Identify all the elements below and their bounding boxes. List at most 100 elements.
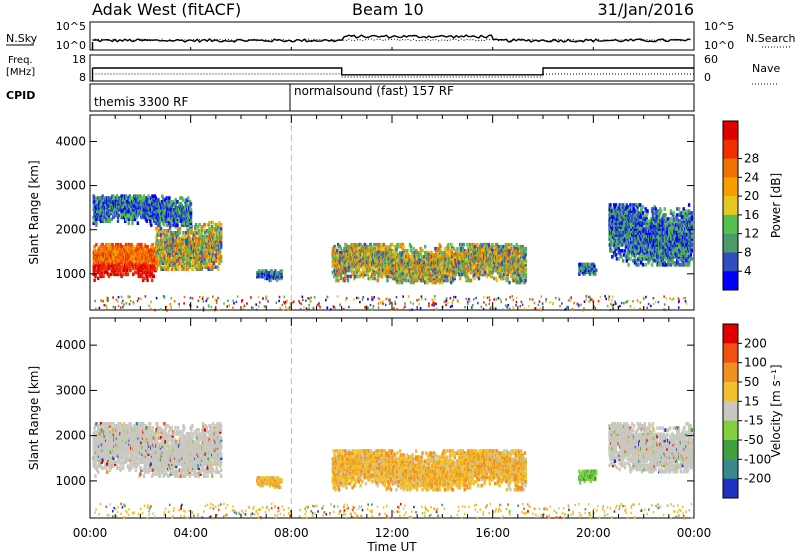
power-echo-cell (112, 194, 115, 198)
power-echo-cell (176, 233, 180, 237)
power-echo-cell (110, 217, 113, 222)
power-echo-cell (194, 222, 198, 227)
power-echo-cell (96, 211, 99, 216)
power-echo-cell (125, 213, 129, 218)
power-echo-cell (124, 211, 128, 216)
power-echo-cell (210, 227, 213, 231)
power-echo-cell (159, 265, 163, 269)
power-echo-cell (208, 267, 211, 271)
power-echo-cell (212, 233, 216, 237)
power-echo-cell (136, 221, 139, 225)
power-echo-cell (122, 205, 125, 210)
power-echo-cell (191, 261, 194, 265)
power-echo-cell (121, 194, 124, 198)
power-echo-cell (211, 237, 215, 241)
power-echo-cell (196, 259, 200, 263)
power-echo-cell (155, 219, 158, 223)
power-echo-cell (166, 229, 169, 233)
power-echo-cell (138, 250, 141, 255)
power-echo-cell (203, 231, 207, 235)
power-echo-cell (185, 241, 188, 245)
power-echo-cell (176, 265, 180, 269)
power-echo-cell (187, 235, 191, 239)
power-echo-cell (166, 239, 169, 243)
power-echo-cell (98, 272, 102, 277)
power-echo-cell (386, 278, 389, 283)
power-echo-cell (194, 261, 198, 265)
power-echo-cell (119, 242, 122, 247)
noise-right-label: N.Search (746, 32, 796, 45)
power-echo-cell (138, 198, 141, 202)
power-echo-cell (119, 272, 122, 277)
power-echo-cell (203, 259, 207, 263)
power-echo-cell (206, 255, 209, 259)
power-echo-cell (112, 250, 115, 255)
power-echo-cell (161, 215, 165, 220)
power-echo-cell (202, 263, 205, 267)
date-title: 31/Jan/2016 (597, 0, 694, 19)
power-echo-cell (189, 231, 192, 235)
power-echo-cell (180, 267, 183, 271)
power-echo-cell (166, 205, 169, 210)
power-echo-cell (151, 198, 155, 202)
power-echo-cell (107, 274, 111, 279)
power-echo-cell (133, 250, 136, 255)
power-echo-cell (150, 248, 153, 253)
power-echo-cell (107, 196, 111, 200)
power-echo-cell (102, 274, 105, 279)
power-echo-cell (155, 265, 158, 269)
power-echo-cell (155, 249, 158, 253)
power-echo-cell (105, 268, 108, 273)
power-echo-cell (151, 194, 155, 198)
power-echo-cell (112, 266, 115, 271)
power-echo-cell (109, 196, 112, 200)
power-echo-cell (120, 211, 123, 216)
power-echo-cell (97, 258, 100, 263)
power-echo-cell (113, 205, 116, 210)
power-echo-cell (211, 253, 215, 257)
power-echo-cell (142, 215, 146, 220)
power-echo-cell (95, 223, 98, 227)
power-echo-cell (191, 241, 194, 245)
power-echo-cell (116, 244, 120, 249)
power-echo-cell (145, 211, 148, 216)
power-echo-cell (202, 265, 206, 269)
power-echo-cell (213, 245, 217, 249)
power-echo-cell (116, 246, 120, 251)
power-echo-cell (154, 198, 157, 202)
power-echo-cell (162, 209, 166, 214)
power-echo-cell (105, 266, 108, 271)
power-echo-cell (115, 260, 118, 265)
power-echo-cell (211, 259, 215, 263)
power-echo-cell (466, 242, 469, 247)
power-echo-cell (104, 250, 107, 255)
power-echo-cell (132, 215, 135, 220)
power-echo-cell (182, 267, 185, 271)
power-echo-cell (167, 267, 170, 271)
power-echo-cell (144, 248, 147, 253)
power-echo-cell (150, 270, 153, 275)
power-echo-cell (190, 253, 193, 257)
power-echo-cell (106, 272, 110, 277)
power-echo-cell (174, 235, 177, 239)
power-echo-cell (138, 211, 141, 216)
power-echo-cell (510, 242, 513, 247)
power-echo-cell (182, 265, 185, 269)
power-echo-cell (148, 262, 151, 267)
power-echo-cell (145, 250, 148, 255)
power-echo-cell (134, 258, 138, 263)
power-echo-cell (103, 196, 106, 200)
power-echo-cell (209, 257, 212, 261)
power-echo-cell (103, 246, 106, 251)
power-echo-cell (202, 225, 206, 229)
power-echo-cell (163, 217, 167, 222)
power-echo-cell (114, 248, 117, 253)
power-echo-cell (95, 196, 98, 200)
power-echo-cell (152, 219, 156, 223)
power-echo-cell (198, 265, 201, 269)
power-echo-cell (206, 229, 209, 233)
power-echo-cell (148, 204, 151, 208)
power-echo-cell (124, 256, 127, 261)
power-echo-cell (208, 261, 211, 265)
